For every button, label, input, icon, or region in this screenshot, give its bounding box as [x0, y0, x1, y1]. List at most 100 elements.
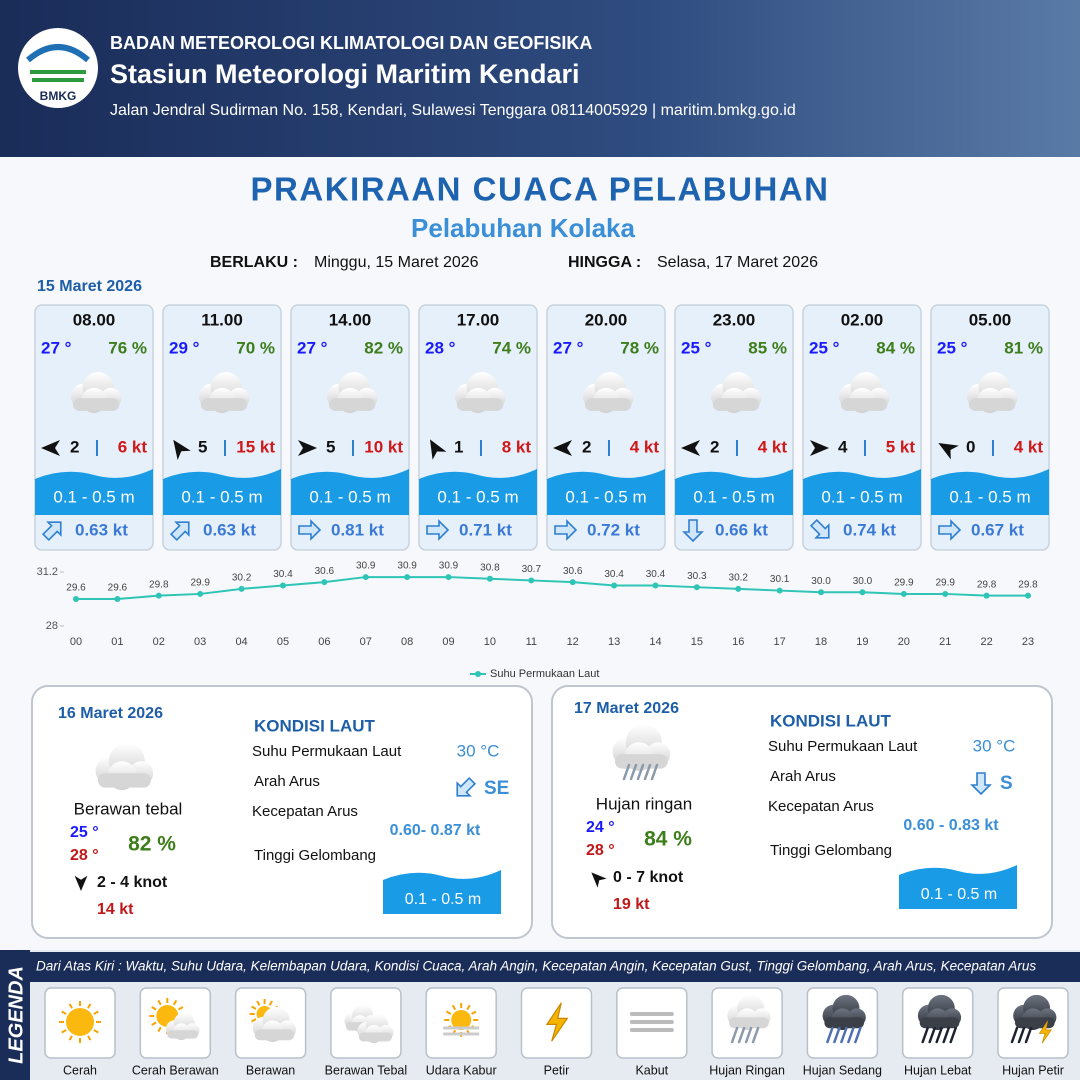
sun-ray: [445, 1010, 452, 1015]
panel-temp-max: 28 °: [70, 847, 99, 864]
legend-item-label: Petir: [544, 1063, 570, 1077]
legend-item-label: Hujan Sedang: [803, 1063, 882, 1077]
value-label: 30.4: [646, 569, 666, 580]
x-tick-label: 06: [318, 636, 330, 648]
cloud-icon: [727, 994, 771, 1030]
value-label: 30.6: [315, 566, 335, 577]
panel-condition: Hujan ringan: [596, 794, 692, 813]
x-tick-label: 10: [484, 636, 496, 648]
sun-ray: [268, 1000, 273, 1006]
value-label: 30.9: [439, 561, 459, 572]
panel-date: 16 Maret 2026: [58, 705, 163, 722]
x-tick-label: 16: [732, 636, 744, 648]
x-tick-label: 03: [194, 636, 206, 648]
logo-arc: [26, 44, 90, 63]
value-label: 30.4: [604, 569, 624, 580]
value-label: 30.6: [563, 566, 583, 577]
header-band: [0, 0, 1080, 157]
panel-wave: [899, 865, 1017, 909]
slot-wind-speed: 5: [326, 437, 335, 456]
rain-drop: [629, 763, 638, 781]
data-point: [404, 574, 411, 581]
sun-ray: [68, 1035, 73, 1041]
slot-current: 0.71 kt: [459, 520, 512, 539]
sun-ray: [61, 1029, 67, 1034]
sun-ray: [151, 1006, 157, 1011]
current-speed-label: Kecepatan Arus: [252, 803, 358, 820]
cloud-icon: [70, 372, 122, 413]
slot-temp: 27 °: [41, 338, 72, 357]
slot-humidity: 85 %: [748, 338, 787, 357]
sun-ray: [93, 1010, 99, 1015]
x-tick-label: 13: [608, 636, 620, 648]
valid-to: Selasa, 17 Maret 2026: [657, 254, 818, 271]
slot-gust: 10 kt: [364, 437, 403, 456]
value-label: 29.9: [190, 578, 210, 589]
value-label: 29.6: [108, 583, 128, 594]
panel-wind: 0 - 7 knot: [613, 869, 684, 886]
sun-icon: [59, 1001, 101, 1043]
legend-item-label: Hujan Ringan: [709, 1063, 785, 1077]
slot-temp: 25 °: [809, 338, 840, 357]
rain-drop: [935, 1026, 943, 1044]
data-point: [900, 590, 907, 597]
legend-item-label: Kabut: [635, 1063, 668, 1077]
sun-ray: [151, 1021, 157, 1026]
rain-drop: [942, 1026, 950, 1044]
slot-wave: 0.1 - 0.5 m: [693, 487, 774, 506]
data-point: [569, 579, 576, 586]
sun-ray: [87, 1035, 92, 1041]
slot-time: 14.00: [329, 310, 372, 329]
data-point: [693, 584, 700, 591]
sst-label: Suhu Permukaan Laut: [768, 738, 918, 755]
cloud-base: [841, 398, 888, 411]
slot-temp: 28 °: [425, 338, 456, 357]
current-arrow: [169, 521, 190, 542]
wave-label: Tinggi Gelombang: [254, 847, 376, 864]
slot-gust: 4 kt: [630, 437, 660, 456]
cloud-base: [201, 398, 248, 411]
sun-ray: [451, 1004, 457, 1011]
sun-ray: [61, 1010, 67, 1015]
rain-drop: [751, 1026, 760, 1044]
sea-title: KONDISI LAUT: [254, 716, 376, 735]
panel-condition: Berawan tebal: [74, 799, 183, 818]
wind-arrow: [41, 440, 60, 456]
rain-drop: [650, 763, 659, 781]
slot-humidity: 82 %: [364, 338, 403, 357]
data-point: [155, 592, 162, 599]
slot-gust: 4 kt: [1014, 437, 1044, 456]
value-label: 30.4: [273, 569, 293, 580]
sun-ray: [172, 999, 178, 1006]
current-arrow: [970, 772, 992, 796]
x-tick-label: 05: [277, 636, 289, 648]
panel-temp-min: 25 °: [70, 824, 99, 841]
current-arrow: [41, 521, 62, 542]
legend-desc-band: [30, 952, 1080, 982]
value-label: 29.9: [894, 578, 914, 589]
value-label: 29.8: [977, 579, 997, 590]
data-point: [279, 582, 286, 589]
slot-gust: 6 kt: [118, 437, 148, 456]
cloud-base: [254, 1029, 295, 1041]
panel-humidity: 84 %: [644, 828, 692, 851]
legend-item-label: Cerah Berawan: [132, 1063, 219, 1077]
panel-gust: 19 kt: [613, 896, 650, 913]
cloud-icon: [822, 994, 866, 1030]
sun-ray: [251, 1005, 257, 1010]
x-tick-label: 14: [649, 636, 661, 648]
x-tick-label: 20: [898, 636, 910, 648]
slot-wave: 0.1 - 0.5 m: [53, 487, 134, 506]
sun-ray: [68, 1003, 73, 1009]
lightning: [545, 1002, 569, 1042]
slot-time: 02.00: [841, 310, 884, 329]
current-dir: SE: [484, 778, 509, 799]
slot-gust: 5 kt: [886, 437, 916, 456]
data-point: [321, 579, 328, 586]
cloud-icon: [357, 1013, 394, 1043]
sst-value: 30 °C: [973, 736, 1016, 755]
slot-wind-speed: 2: [70, 437, 79, 456]
value-label: 30.9: [397, 561, 417, 572]
data-point: [528, 577, 535, 584]
slot-time: 23.00: [713, 310, 756, 329]
